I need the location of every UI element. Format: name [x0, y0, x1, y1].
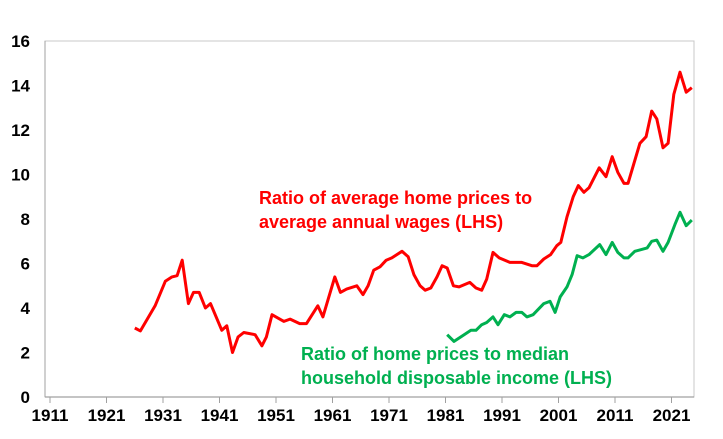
y-tick-label: 8 [21, 210, 30, 229]
x-tick-label: 2021 [653, 406, 691, 425]
x-tick-label: 1991 [483, 406, 521, 425]
series-line-wages-ratio [134, 70, 693, 354]
y-tick-label: 14 [11, 77, 30, 96]
x-tick-label: 1911 [32, 406, 69, 425]
x-tick-label: 1961 [314, 406, 352, 425]
series-label-red: Ratio of average home prices to average … [259, 188, 537, 232]
y-tick-label: 2 [21, 344, 30, 363]
x-tick-label: 1951 [257, 406, 295, 425]
y-tick-label: 4 [21, 299, 31, 318]
series-label-green: Ratio of home prices to median household… [301, 344, 612, 388]
y-tick-label: 0 [21, 388, 30, 407]
x-tick-label: 1931 [144, 406, 182, 425]
x-tick-label: 2011 [597, 406, 634, 425]
x-tick-label: 1921 [88, 406, 126, 425]
y-tick-label: 12 [11, 121, 30, 140]
x-tick-label: 1971 [370, 406, 408, 425]
x-tick-label: 1941 [201, 406, 239, 425]
y-tick-label: 6 [21, 255, 30, 274]
x-tick-label: 2001 [540, 406, 578, 425]
y-tick-label: 16 [11, 32, 30, 51]
series-line-income-ratio [446, 210, 693, 343]
x-tick-label: 1981 [427, 406, 465, 425]
y-tick-label: 10 [11, 166, 30, 185]
